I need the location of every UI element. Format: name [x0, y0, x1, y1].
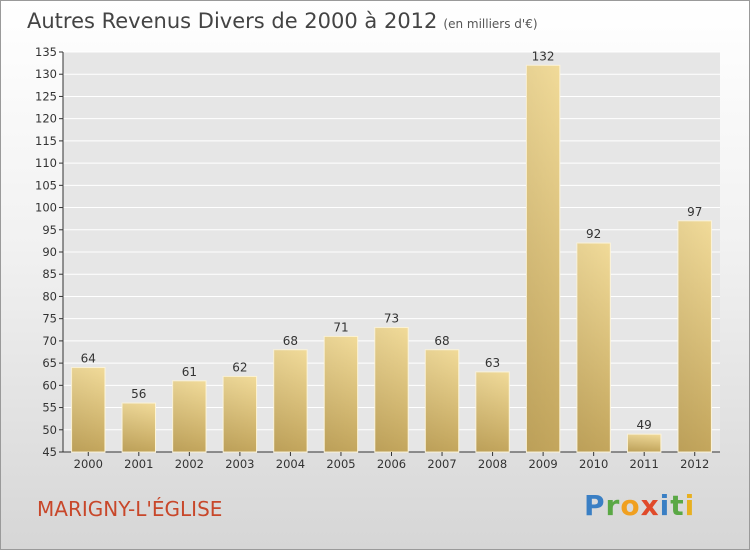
- y-tick-label: 105: [35, 178, 57, 192]
- bar-shade: [678, 220, 712, 452]
- bar-value-label: 68: [283, 334, 298, 348]
- y-tick-label: 50: [42, 423, 57, 437]
- x-tick-label: 2000: [74, 457, 103, 471]
- y-tick-label: 125: [35, 89, 57, 103]
- bar-shade: [475, 372, 510, 452]
- bar-shade: [425, 349, 459, 452]
- bar-shade: [273, 349, 308, 452]
- bar-value-label: 49: [637, 418, 652, 432]
- bar-value-label: 73: [384, 312, 399, 326]
- y-tick-label: 95: [42, 223, 57, 237]
- bar-value-label: 97: [687, 205, 702, 219]
- x-tick-label: 2003: [225, 457, 254, 471]
- chart-subtitle: (en milliers d'€): [443, 17, 538, 31]
- proxiti-logo: Proxiti: [584, 489, 695, 522]
- y-tick-label: 75: [42, 312, 57, 326]
- y-tick-label: 115: [35, 134, 57, 148]
- y-tick-label: 60: [42, 378, 57, 392]
- bar-shade: [576, 243, 611, 452]
- y-tick-label: 90: [42, 245, 57, 259]
- bar-value-label: 56: [131, 387, 146, 401]
- bar-value-label: 92: [586, 227, 601, 241]
- bar-value-label: 63: [485, 356, 500, 370]
- y-tick-label: 100: [35, 201, 57, 215]
- bar-shade: [223, 376, 257, 452]
- logo-letter: o: [620, 489, 641, 522]
- y-tick-label: 110: [35, 156, 57, 170]
- x-tick-label: 2004: [276, 457, 305, 471]
- y-tick-label: 120: [35, 112, 57, 126]
- y-tick-label: 70: [42, 334, 57, 348]
- bar-value-label: 62: [232, 360, 247, 374]
- bar-shade: [627, 434, 661, 452]
- bar-value-label: 61: [182, 365, 197, 379]
- y-tick-label: 85: [42, 267, 57, 281]
- bar-shade: [374, 327, 409, 452]
- logo-letter: i: [659, 489, 671, 522]
- x-tick-label: 2005: [326, 457, 355, 471]
- bar-value-label: 71: [333, 320, 348, 334]
- logo-letter: r: [605, 489, 621, 522]
- commune-name: MARIGNY-L'ÉGLISE: [37, 497, 223, 521]
- y-tick-label: 80: [42, 289, 57, 303]
- chart-title-text: Autres Revenus Divers de 2000 à 2012: [27, 9, 438, 33]
- logo-letter: x: [640, 489, 660, 522]
- bar-value-label: 68: [434, 334, 449, 348]
- y-tick-label: 135: [35, 45, 57, 59]
- bar-value-label: 64: [81, 352, 96, 366]
- logo-letter: t: [670, 489, 685, 522]
- x-tick-label: 2011: [630, 457, 659, 471]
- bar-shade: [172, 380, 207, 452]
- logo-letter: P: [584, 489, 606, 522]
- x-tick-label: 2008: [478, 457, 507, 471]
- y-tick-label: 65: [42, 356, 57, 370]
- x-tick-label: 2001: [124, 457, 153, 471]
- x-tick-label: 2006: [377, 457, 406, 471]
- x-tick-label: 2012: [680, 457, 709, 471]
- x-tick-label: 2007: [427, 457, 456, 471]
- logo-letter: i: [684, 489, 696, 522]
- y-tick-label: 45: [42, 445, 57, 459]
- bar-shade: [71, 367, 105, 452]
- bar-value-label: 132: [532, 49, 555, 63]
- y-tick-label: 130: [35, 67, 57, 81]
- bar-shade: [324, 336, 358, 452]
- y-tick-label: 55: [42, 401, 57, 415]
- x-tick-label: 2009: [528, 457, 557, 471]
- x-tick-label: 2010: [579, 457, 608, 471]
- bar-shade: [122, 403, 156, 452]
- x-tick-label: 2002: [175, 457, 204, 471]
- bar-shade: [526, 65, 560, 452]
- chart-title: Autres Revenus Divers de 2000 à 2012 (en …: [27, 9, 538, 33]
